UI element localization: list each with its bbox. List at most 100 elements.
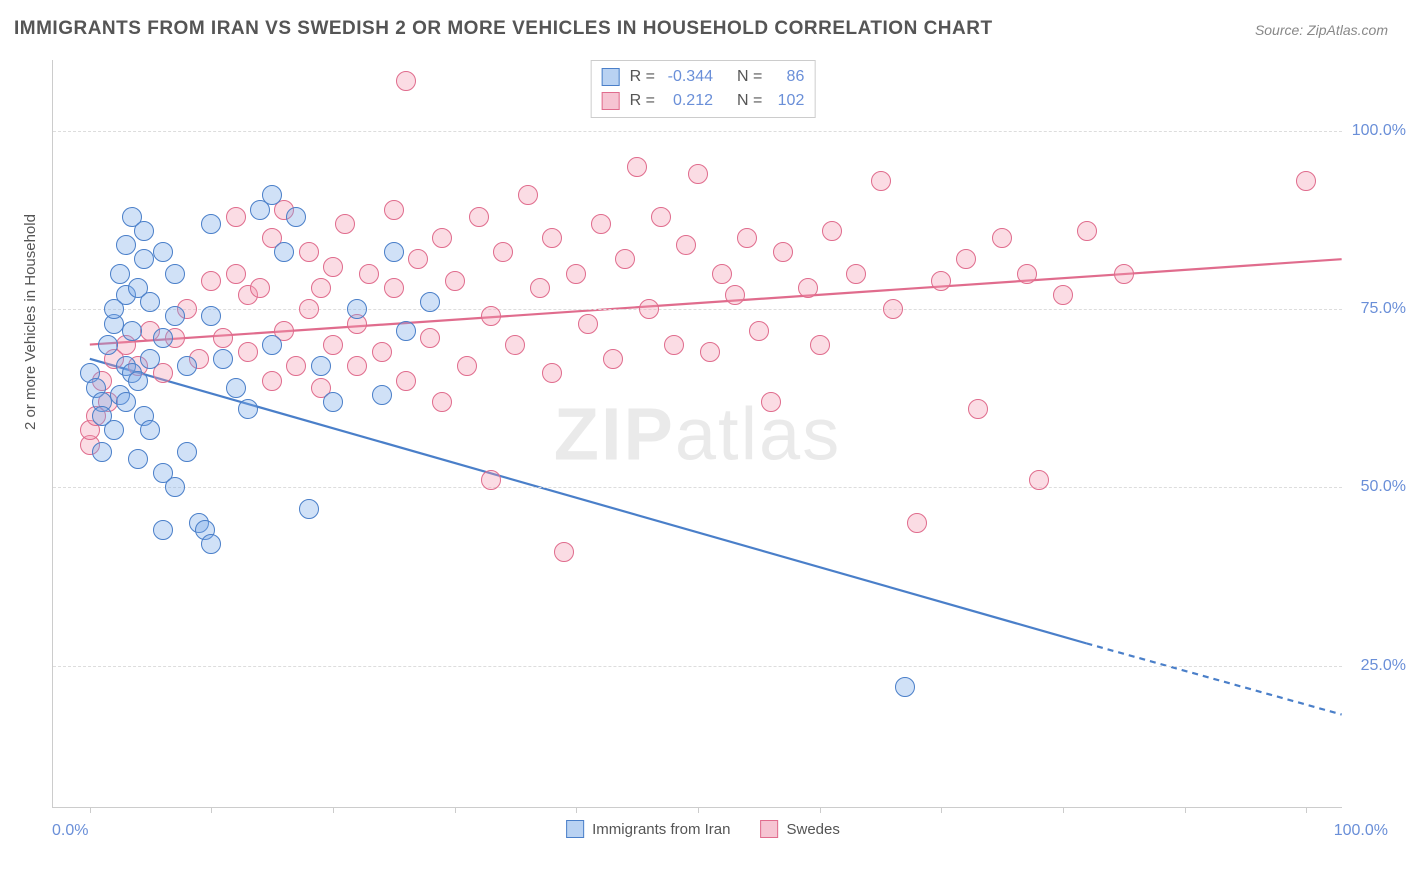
x-tick [941, 807, 942, 813]
stats-n-label-pink: N = [737, 89, 762, 113]
scatter-point-blue [140, 349, 160, 369]
scatter-point-blue [372, 385, 392, 405]
scatter-point-pink [749, 321, 769, 341]
stats-swatch-pink [602, 92, 620, 110]
scatter-point-blue [140, 420, 160, 440]
x-tick [576, 807, 577, 813]
scatter-point-pink [968, 399, 988, 419]
scatter-point-blue [213, 349, 233, 369]
scatter-point-blue [286, 207, 306, 227]
scatter-point-pink [213, 328, 233, 348]
scatter-point-pink [481, 470, 501, 490]
scatter-point-pink [262, 371, 282, 391]
scatter-point-pink [505, 335, 525, 355]
scatter-point-pink [664, 335, 684, 355]
stats-r-label-pink: R = [630, 89, 655, 113]
scatter-point-pink [359, 264, 379, 284]
scatter-point-pink [432, 228, 452, 248]
scatter-point-blue [323, 392, 343, 412]
scatter-point-pink [992, 228, 1012, 248]
x-tick [820, 807, 821, 813]
scatter-point-pink [518, 185, 538, 205]
scatter-point-blue [274, 242, 294, 262]
scatter-point-pink [384, 200, 404, 220]
chart-container: IMMIGRANTS FROM IRAN VS SWEDISH 2 OR MOR… [0, 0, 1406, 892]
bottom-legend: Immigrants from Iran Swedes [566, 820, 840, 838]
stats-n-value-blue: 86 [768, 65, 804, 89]
scatter-point-blue [153, 520, 173, 540]
scatter-point-pink [676, 235, 696, 255]
scatter-point-pink [639, 299, 659, 319]
chart-title: IMMIGRANTS FROM IRAN VS SWEDISH 2 OR MOR… [14, 18, 993, 40]
x-tick [90, 807, 91, 813]
source-attribution: Source: ZipAtlas.com [1255, 22, 1388, 38]
scatter-point-blue [104, 420, 124, 440]
scatter-point-blue [201, 534, 221, 554]
scatter-point-blue [201, 214, 221, 234]
y-axis-label: 2 or more Vehicles in Household [22, 214, 39, 430]
legend-item-blue: Immigrants from Iran [566, 820, 730, 838]
scatter-point-pink [712, 264, 732, 284]
y-tick-label: 50.0% [1348, 478, 1406, 496]
scatter-point-pink [481, 306, 501, 326]
x-tick [333, 807, 334, 813]
stats-row-blue: R = -0.344 N = 86 [602, 65, 805, 89]
plot-area: ZIPatlas 25.0%50.0%75.0%100.0% [52, 60, 1342, 808]
scatter-point-pink [493, 242, 513, 262]
scatter-point-pink [542, 363, 562, 383]
x-tick [455, 807, 456, 813]
scatter-point-blue [153, 242, 173, 262]
scatter-point-pink [1114, 264, 1134, 284]
legend-swatch-blue [566, 820, 584, 838]
scatter-point-pink [226, 264, 246, 284]
scatter-point-blue [116, 235, 136, 255]
scatter-point-blue [347, 299, 367, 319]
scatter-point-pink [286, 356, 306, 376]
y-tick-label: 75.0% [1348, 300, 1406, 318]
scatter-point-pink [1077, 221, 1097, 241]
grid-line [53, 487, 1342, 488]
x-axis-max-label: 100.0% [1334, 822, 1388, 840]
scatter-point-pink [798, 278, 818, 298]
scatter-point-blue [238, 399, 258, 419]
scatter-point-pink [396, 371, 416, 391]
scatter-point-blue [110, 264, 130, 284]
scatter-point-pink [700, 342, 720, 362]
grid-line [53, 131, 1342, 132]
x-tick [698, 807, 699, 813]
watermark: ZIPatlas [554, 391, 841, 476]
scatter-point-pink [1296, 171, 1316, 191]
scatter-point-blue [262, 185, 282, 205]
scatter-point-pink [603, 349, 623, 369]
scatter-point-pink [725, 285, 745, 305]
scatter-point-pink [627, 157, 647, 177]
stats-legend: R = -0.344 N = 86 R = 0.212 N = 102 [591, 60, 816, 118]
scatter-point-pink [688, 164, 708, 184]
scatter-point-pink [311, 278, 331, 298]
scatter-point-pink [384, 278, 404, 298]
stats-n-label-blue: N = [737, 65, 762, 89]
scatter-point-pink [651, 207, 671, 227]
scatter-point-pink [1029, 470, 1049, 490]
scatter-point-blue [201, 306, 221, 326]
scatter-point-blue [140, 292, 160, 312]
scatter-point-pink [773, 242, 793, 262]
scatter-point-pink [420, 328, 440, 348]
scatter-point-blue [165, 306, 185, 326]
scatter-point-pink [542, 228, 562, 248]
grid-line [53, 666, 1342, 667]
scatter-point-blue [311, 356, 331, 376]
scatter-point-pink [907, 513, 927, 533]
scatter-point-blue [177, 356, 197, 376]
scatter-point-blue [165, 264, 185, 284]
scatter-point-blue [262, 335, 282, 355]
scatter-point-blue [153, 328, 173, 348]
scatter-point-pink [578, 314, 598, 334]
scatter-point-pink [530, 278, 550, 298]
scatter-point-pink [396, 71, 416, 91]
scatter-point-pink [761, 392, 781, 412]
scatter-point-blue [177, 442, 197, 462]
legend-swatch-pink [761, 820, 779, 838]
stats-r-label-blue: R = [630, 65, 655, 89]
scatter-point-blue [122, 321, 142, 341]
